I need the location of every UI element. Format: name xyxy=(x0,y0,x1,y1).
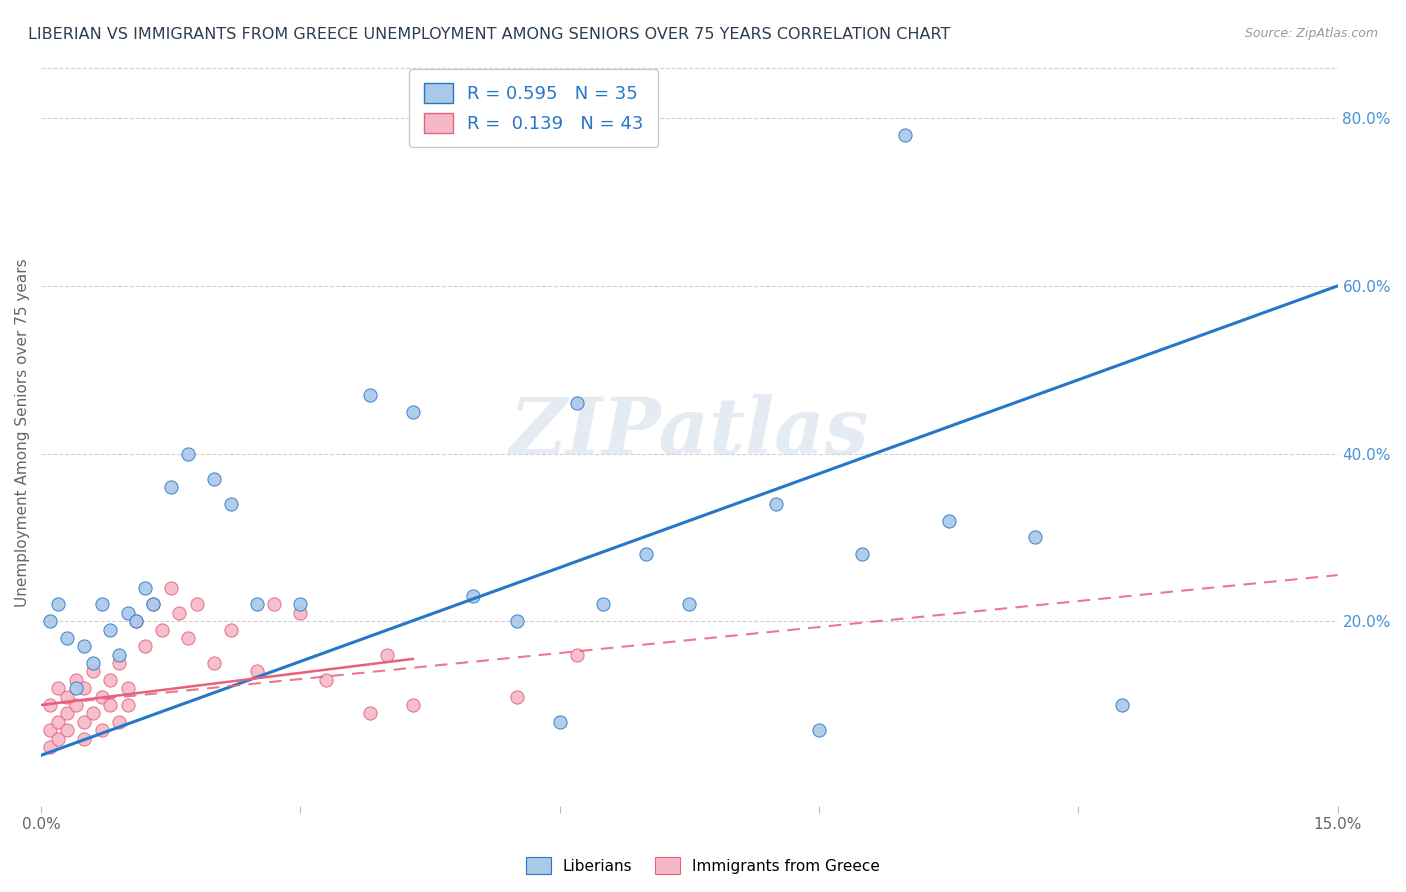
Point xyxy=(636,547,658,561)
Point xyxy=(142,598,165,612)
Point xyxy=(90,598,112,612)
Point xyxy=(38,723,60,738)
Point xyxy=(38,739,60,754)
Point xyxy=(678,598,700,612)
Point xyxy=(186,598,208,612)
Point xyxy=(359,706,381,721)
Point xyxy=(202,472,225,486)
Point xyxy=(48,598,70,612)
Point xyxy=(117,698,139,712)
Point xyxy=(463,589,485,603)
Point xyxy=(505,614,527,628)
Point xyxy=(548,714,571,729)
Point xyxy=(90,723,112,738)
Point xyxy=(402,698,425,712)
Point xyxy=(48,714,70,729)
Point xyxy=(73,731,96,746)
Legend: Liberians, Immigrants from Greece: Liberians, Immigrants from Greece xyxy=(520,851,886,880)
Point xyxy=(90,690,112,704)
Point xyxy=(290,606,312,620)
Point xyxy=(290,598,312,612)
Point xyxy=(159,480,181,494)
Point xyxy=(73,681,96,696)
Text: LIBERIAN VS IMMIGRANTS FROM GREECE UNEMPLOYMENT AMONG SENIORS OVER 75 YEARS CORR: LIBERIAN VS IMMIGRANTS FROM GREECE UNEMP… xyxy=(28,27,950,42)
Point xyxy=(315,673,337,687)
Point xyxy=(56,723,79,738)
Point xyxy=(142,598,165,612)
Point xyxy=(177,631,200,645)
Point xyxy=(134,581,156,595)
Point xyxy=(38,614,60,628)
Point xyxy=(98,673,121,687)
Point xyxy=(82,706,104,721)
Point xyxy=(219,623,242,637)
Point xyxy=(65,673,87,687)
Point xyxy=(56,706,79,721)
Point xyxy=(359,388,381,402)
Point xyxy=(82,656,104,670)
Point xyxy=(1111,698,1133,712)
Point xyxy=(177,446,200,460)
Point xyxy=(73,640,96,654)
Point xyxy=(117,681,139,696)
Point xyxy=(808,723,831,738)
Point xyxy=(505,690,527,704)
Point xyxy=(202,656,225,670)
Point xyxy=(38,698,60,712)
Point xyxy=(765,497,787,511)
Point xyxy=(565,648,588,662)
Point xyxy=(108,656,131,670)
Point xyxy=(592,598,614,612)
Point xyxy=(894,128,917,142)
Point xyxy=(169,606,191,620)
Point xyxy=(1024,530,1046,544)
Legend: R = 0.595   N = 35, R =  0.139   N = 43: R = 0.595 N = 35, R = 0.139 N = 43 xyxy=(409,69,658,147)
Point xyxy=(98,698,121,712)
Point xyxy=(938,514,960,528)
Point xyxy=(73,714,96,729)
Text: Source: ZipAtlas.com: Source: ZipAtlas.com xyxy=(1244,27,1378,40)
Point xyxy=(56,631,79,645)
Point xyxy=(150,623,173,637)
Point xyxy=(108,648,131,662)
Point xyxy=(375,648,398,662)
Point xyxy=(108,714,131,729)
Point xyxy=(117,606,139,620)
Point xyxy=(98,623,121,637)
Point xyxy=(219,497,242,511)
Point xyxy=(65,681,87,696)
Point xyxy=(402,404,425,418)
Point xyxy=(65,698,87,712)
Point xyxy=(125,614,148,628)
Text: ZIPatlas: ZIPatlas xyxy=(510,394,869,471)
Point xyxy=(48,681,70,696)
Point xyxy=(82,665,104,679)
Point xyxy=(125,614,148,628)
Point xyxy=(263,598,285,612)
Point xyxy=(246,665,269,679)
Point xyxy=(565,396,588,410)
Point xyxy=(56,690,79,704)
Y-axis label: Unemployment Among Seniors over 75 years: Unemployment Among Seniors over 75 years xyxy=(15,259,30,607)
Point xyxy=(48,731,70,746)
Point xyxy=(851,547,873,561)
Point xyxy=(134,640,156,654)
Point xyxy=(159,581,181,595)
Point xyxy=(246,598,269,612)
